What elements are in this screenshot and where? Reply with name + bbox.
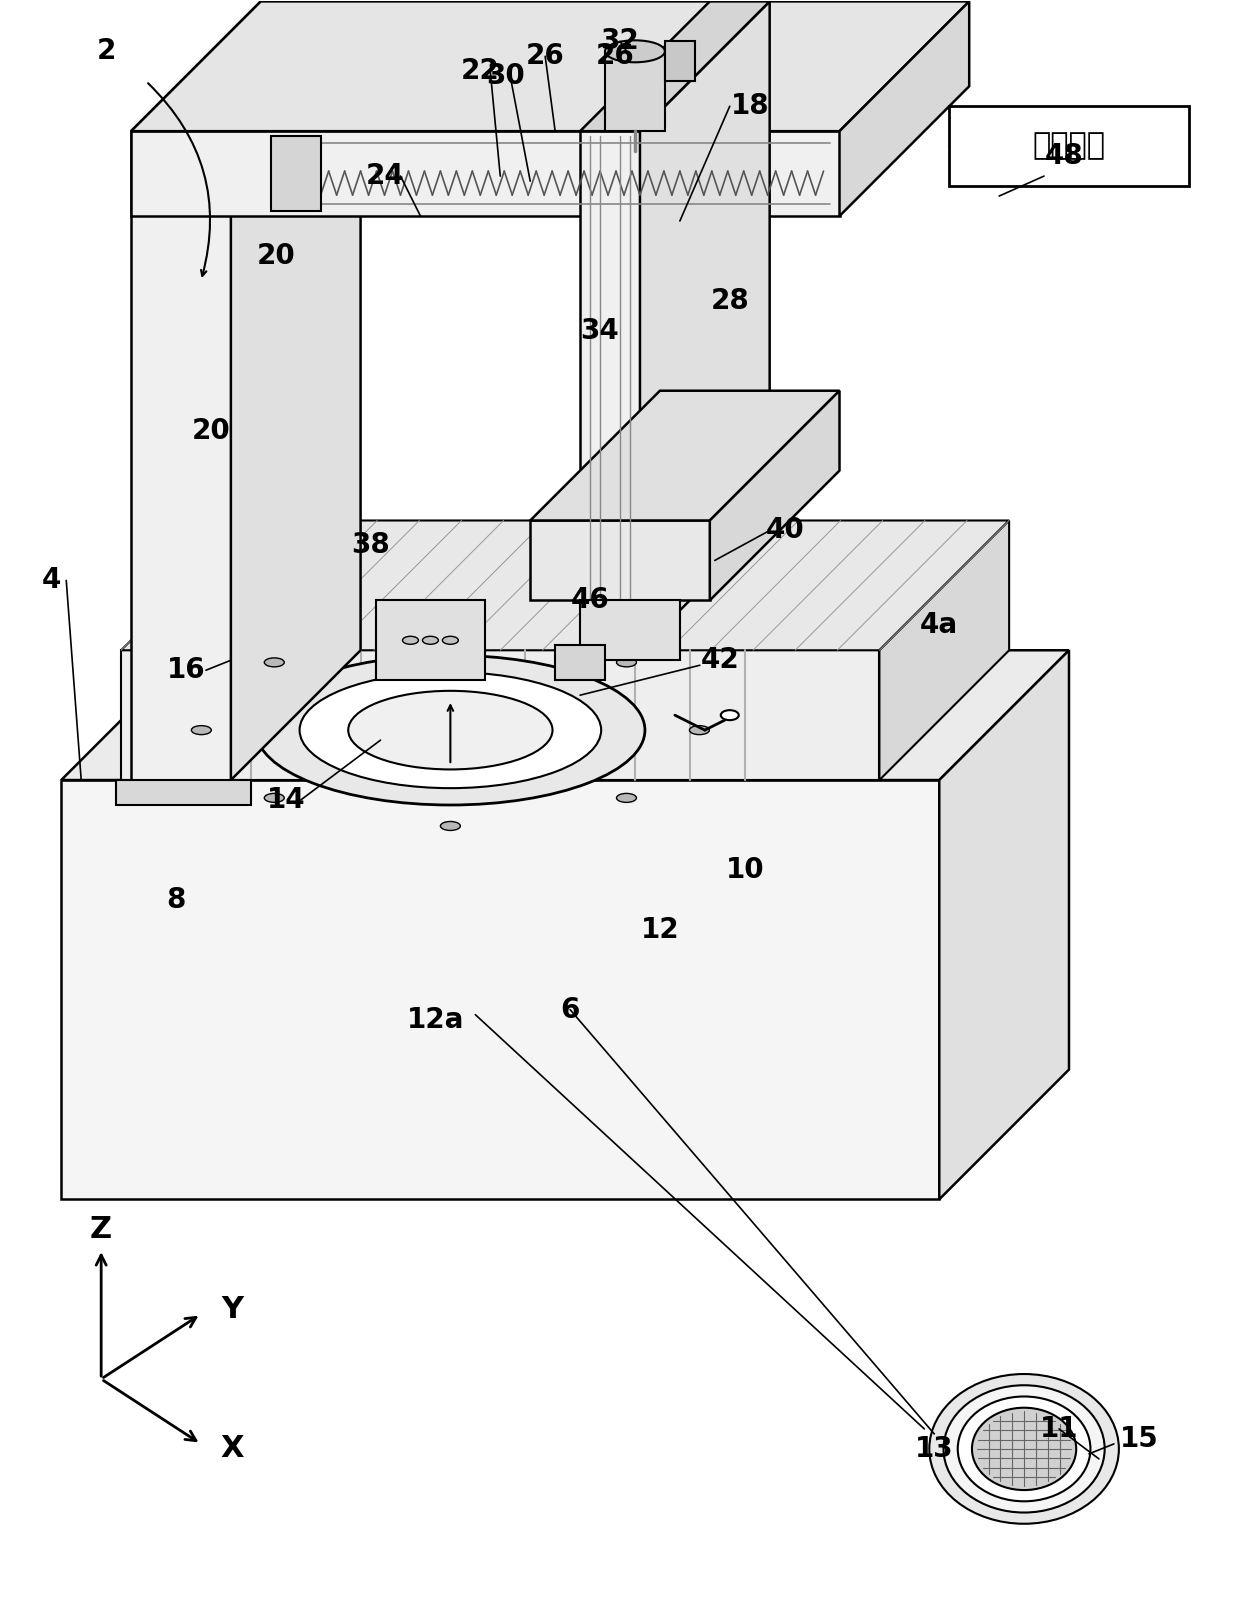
Polygon shape	[531, 390, 839, 521]
Text: 22: 22	[461, 58, 500, 85]
Polygon shape	[270, 135, 321, 211]
Bar	[665, 42, 694, 81]
Text: 18: 18	[730, 92, 769, 121]
Text: 26: 26	[595, 42, 635, 71]
Ellipse shape	[720, 710, 739, 719]
Ellipse shape	[423, 636, 439, 644]
Text: 控制单元: 控制单元	[1033, 132, 1106, 161]
Ellipse shape	[944, 1386, 1105, 1513]
Ellipse shape	[443, 636, 459, 644]
Ellipse shape	[300, 673, 601, 789]
Text: 15: 15	[1120, 1424, 1158, 1453]
Polygon shape	[580, 2, 770, 131]
Text: 12a: 12a	[407, 1005, 464, 1034]
Polygon shape	[580, 131, 640, 650]
Polygon shape	[131, 2, 361, 131]
Ellipse shape	[348, 690, 553, 769]
Bar	[580, 600, 680, 660]
Ellipse shape	[957, 1397, 1090, 1502]
Text: 42: 42	[701, 647, 739, 674]
Text: 48: 48	[1044, 142, 1084, 169]
Ellipse shape	[929, 1374, 1118, 1524]
Ellipse shape	[605, 40, 665, 63]
Polygon shape	[531, 521, 709, 600]
Polygon shape	[131, 2, 970, 131]
Text: 30: 30	[486, 63, 525, 90]
Polygon shape	[61, 781, 939, 1200]
Text: 26: 26	[526, 42, 564, 71]
Text: 4a: 4a	[920, 611, 959, 639]
Ellipse shape	[264, 658, 284, 666]
Ellipse shape	[616, 794, 636, 802]
Text: 34: 34	[580, 316, 620, 345]
Text: 6: 6	[560, 995, 580, 1024]
Text: 46: 46	[570, 587, 609, 615]
Text: 10: 10	[725, 857, 764, 884]
Text: 2: 2	[97, 37, 115, 65]
Ellipse shape	[972, 1408, 1076, 1490]
Polygon shape	[122, 521, 1009, 650]
Text: 11: 11	[1040, 1415, 1079, 1444]
Text: Y: Y	[221, 1295, 243, 1324]
Text: 8: 8	[166, 886, 186, 915]
Polygon shape	[879, 521, 1009, 781]
Ellipse shape	[264, 794, 284, 802]
Text: 32: 32	[600, 27, 640, 55]
Text: 13: 13	[915, 1436, 954, 1463]
Polygon shape	[122, 650, 879, 781]
Text: 20: 20	[191, 416, 231, 445]
Text: 12: 12	[641, 916, 680, 944]
Polygon shape	[376, 600, 485, 681]
Polygon shape	[709, 390, 839, 600]
Text: 20: 20	[257, 242, 295, 269]
Polygon shape	[839, 2, 970, 216]
Polygon shape	[131, 131, 231, 781]
Polygon shape	[939, 650, 1069, 1200]
Text: 16: 16	[166, 656, 206, 684]
Text: 38: 38	[351, 531, 389, 560]
Bar	[605, 52, 665, 131]
Polygon shape	[117, 781, 250, 805]
Ellipse shape	[191, 726, 211, 734]
Bar	[556, 645, 605, 681]
Ellipse shape	[440, 821, 460, 831]
Polygon shape	[131, 131, 839, 216]
Text: X: X	[221, 1434, 244, 1463]
Polygon shape	[231, 2, 361, 781]
Text: 40: 40	[765, 516, 804, 545]
Text: Z: Z	[91, 1215, 113, 1244]
Text: 24: 24	[366, 161, 405, 190]
Text: 14: 14	[267, 786, 305, 815]
Polygon shape	[640, 2, 770, 650]
Bar	[950, 106, 1189, 185]
Text: 28: 28	[711, 287, 749, 315]
Ellipse shape	[255, 655, 645, 805]
Ellipse shape	[616, 658, 636, 666]
Ellipse shape	[689, 726, 709, 734]
Ellipse shape	[440, 629, 460, 639]
Ellipse shape	[403, 636, 418, 644]
Text: 4: 4	[42, 566, 61, 594]
Polygon shape	[61, 650, 1069, 781]
